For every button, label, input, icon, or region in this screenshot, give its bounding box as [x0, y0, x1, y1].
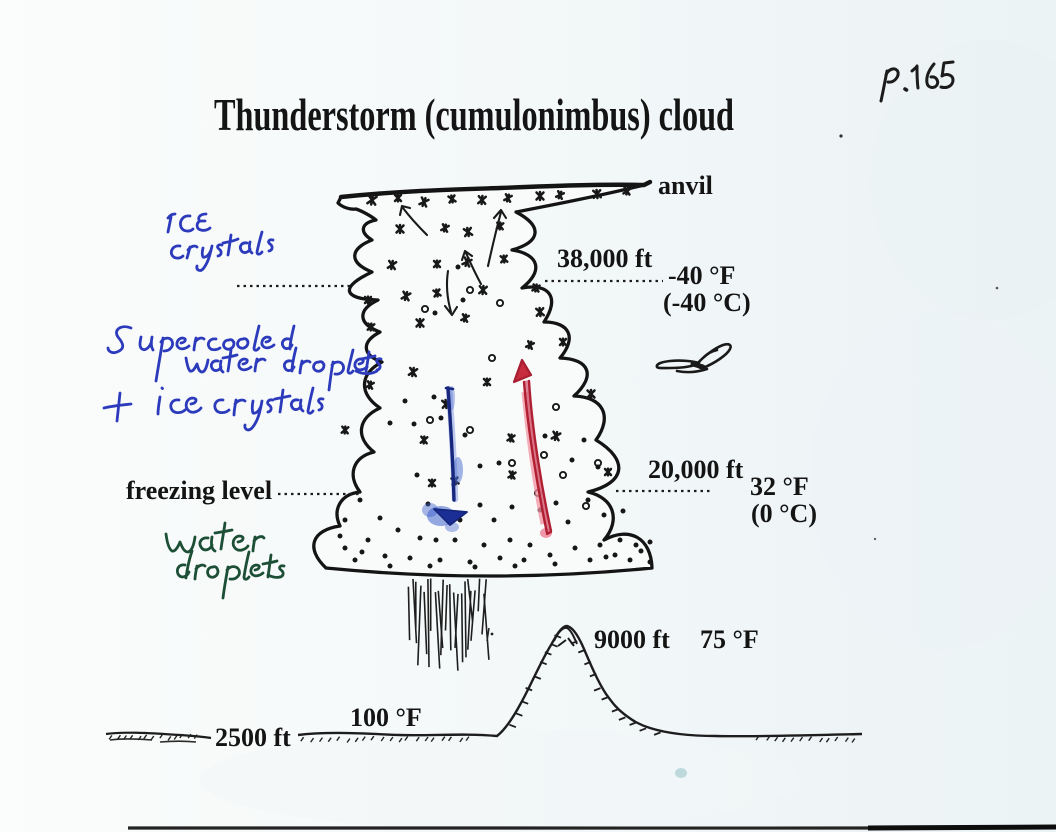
svg-text:freezing level: freezing level	[126, 476, 272, 505]
svg-text:anvil: anvil	[658, 171, 713, 200]
svg-text:-40 °F: -40 °F	[668, 261, 735, 290]
svg-text:Thunderstorm (cumulonimbus) cl: Thunderstorm (cumulonimbus) cloud	[214, 90, 734, 140]
svg-text:38,000 ft: 38,000 ft	[557, 244, 653, 273]
svg-text:(0 °C): (0 °C)	[751, 499, 817, 528]
svg-text:20,000 ft: 20,000 ft	[648, 455, 744, 484]
svg-text:(-40 °C): (-40 °C)	[663, 288, 751, 317]
svg-text:32 °F: 32 °F	[750, 472, 809, 501]
svg-text:75 °F: 75 °F	[700, 625, 759, 654]
svg-text:100 °F: 100 °F	[350, 703, 422, 732]
svg-text:2500 ft: 2500 ft	[215, 723, 291, 752]
svg-text:9000 ft: 9000 ft	[594, 625, 670, 654]
